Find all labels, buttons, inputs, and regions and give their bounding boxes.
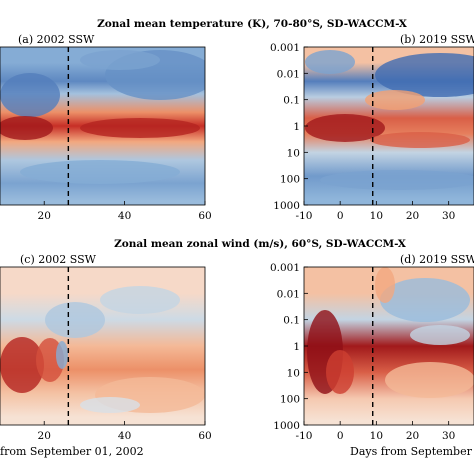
x-tick-label: 40 [118,430,131,442]
panel-b-title: (b) 2019 SSW [400,33,474,46]
y-tick-label: 0.001 [270,262,300,274]
x-tick-label: -10 [296,430,313,442]
panel-b: (b) 2019 SSW -10 0 10 20 30 0.001 0.01 0.1 1 10 10… [270,33,474,222]
contour-feature [380,278,470,322]
contour-feature [305,114,385,142]
panel-a-title: (a) 2002 SSW [18,33,95,46]
x-tick-label: 10 [370,210,383,222]
y-tick-label: 0.01 [277,288,300,300]
x-tick-label: 20 [38,430,51,442]
contour-feature [305,50,355,74]
contour-feature [410,325,470,345]
y-tick-label: 10 [287,147,300,159]
y-tick-label: 0.001 [270,42,300,54]
contour-feature [56,341,68,369]
contour-feature [45,302,105,338]
x-tick-label: 30 [442,430,455,442]
contour-feature [365,90,425,110]
contour-feature [320,170,474,190]
contour-feature [0,337,44,393]
x-tick-label: 30 [442,210,455,222]
panel-d-title: (d) 2019 SSW [400,253,474,266]
panel-d-features [307,267,474,398]
x-tick-label: 0 [337,430,344,442]
panel-d: (d) 2019 SSW -10 0 10 20 30 0.001 0.01 0.1 1 10 10… [270,253,474,458]
contour-feature [80,50,160,70]
x-tick-label: 0 [337,210,344,222]
panel-a-frame [0,46,206,206]
panel-b-features [305,50,474,190]
x-tick-label: 60 [198,210,211,222]
x-tick-label: 20 [406,430,419,442]
temperature-row-title: Zonal mean temperature (K), 70-80°S, SD-… [97,18,408,30]
wind-row-title: Zonal mean zonal wind (m/s), 60°S, SD-WA… [114,238,407,250]
contour-feature [326,350,354,394]
contour-feature [375,53,474,97]
y-tick-label: 100 [280,174,300,186]
y-tick-label: 0.1 [283,315,300,327]
x-tick-label: 20 [38,210,51,222]
panel-c-features [0,286,205,413]
contour-feature [0,116,53,140]
contour-feature [375,267,395,303]
panel-a-features [0,50,205,184]
panel-c-frame [0,266,206,426]
contour-feature [0,73,60,117]
panel-c-xlabel: from September 01, 2002 [0,445,144,458]
contour-feature [80,397,140,413]
panel-c-title: (c) 2002 SSW [20,253,97,266]
y-tick-label: 1 [293,341,300,353]
x-tick-label: -10 [296,210,313,222]
panel-a: (a) 2002 SSW 20 40 60 [0,33,212,222]
contour-feature [20,160,180,184]
x-tick-label: 40 [118,210,131,222]
y-tick-label: 1 [293,121,300,133]
y-tick-label: 10 [287,367,300,379]
y-tick-label: 1000 [273,200,300,212]
panel-d-ticks: -10 0 10 20 30 0.001 0.01 0.1 1 10 100 1000 [270,262,455,442]
y-tick-label: 100 [280,394,300,406]
x-tick-label: 20 [406,210,419,222]
x-tick-label: 60 [198,430,211,442]
panel-b-ticks: -10 0 10 20 30 0.001 0.01 0.1 1 10 100 1000 [270,42,455,222]
y-tick-label: 0.01 [277,68,300,80]
contour-feature [100,286,180,314]
x-tick-label: 10 [370,430,383,442]
contour-feature [385,362,474,398]
panel-a-ticks: 20 40 60 [38,201,212,222]
panel-c-ticks: 20 40 60 [38,421,212,442]
panel-d-xlabel: Days from September [350,445,473,458]
y-tick-label: 1000 [273,420,300,432]
y-tick-label: 0.1 [283,95,300,107]
contour-feature [80,118,200,138]
panel-c: (c) 2002 SSW 20 40 60 from September 01, 2… [0,253,212,458]
contour-feature [370,132,470,148]
